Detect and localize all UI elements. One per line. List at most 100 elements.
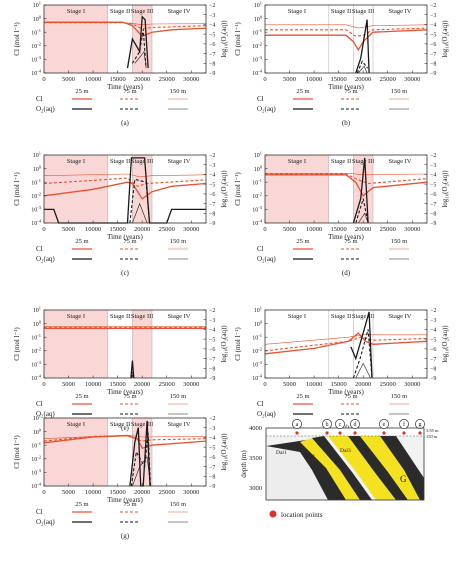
ytick-right-label-g--6: −6 xyxy=(209,455,215,461)
xtick-label-e-25000: 25000 xyxy=(159,381,175,388)
ytick-right-label-d--9: −9 xyxy=(430,221,436,227)
ytick-left-label-b--3: 10-3 xyxy=(252,55,262,64)
stage-band-e-3 xyxy=(132,310,152,378)
legend-o2-label-e: O₂(aq) xyxy=(36,410,55,418)
series-o2-25m-e xyxy=(130,360,135,379)
ylabel-left-f: Cl (mol l⁻¹) xyxy=(234,327,242,361)
site-circle-e xyxy=(379,419,389,429)
xlabel-a: Time (years) xyxy=(107,83,143,91)
stage-label-e-3: Stage III xyxy=(131,313,154,320)
ytick-right-label-f--4: −4 xyxy=(430,328,436,334)
ytick-right-label-e--5: −5 xyxy=(209,337,215,343)
ytick-right-label-a--5: −5 xyxy=(209,32,215,38)
legend-depth-f-1: 75 m xyxy=(344,393,357,400)
legend-depth-c-1: 75 m xyxy=(123,238,136,245)
site-marker-g: g xyxy=(415,419,425,435)
ytick-left-label-d-1: 101 xyxy=(254,151,262,160)
ytick-right-label-g--4: −4 xyxy=(209,436,215,442)
ytick-right-label-e--2: −2 xyxy=(209,308,215,314)
xtick-label-d-20000: 20000 xyxy=(355,226,371,233)
xtick-label-b-25000: 25000 xyxy=(380,76,396,83)
xtick-label-c-5000: 5000 xyxy=(62,226,75,233)
xlabel-f: Time (years) xyxy=(328,388,364,396)
legend-depth-g-2: 150 m xyxy=(170,501,186,508)
xtick-label-a-30000: 30000 xyxy=(183,76,199,83)
stage-label-d-1: Stage I xyxy=(288,158,306,165)
ytick-right-label-b--3: −3 xyxy=(430,13,436,19)
stage-label-d-4: Stage IV xyxy=(389,158,412,165)
ytick-left-label-b-1: 101 xyxy=(254,1,262,10)
site-marker-c: c xyxy=(335,419,345,435)
series-o2-75m-c xyxy=(129,178,151,224)
xtick-label-e-10000: 10000 xyxy=(85,381,101,388)
stage-label-e-1: Stage I xyxy=(67,313,85,320)
stage-label-f-4: Stage IV xyxy=(389,313,412,320)
xtick-label-a-5000: 5000 xyxy=(62,76,75,83)
xtick-label-g-0: 0 xyxy=(42,489,45,496)
series-cl-150m-b xyxy=(265,24,428,29)
site-label-g: g xyxy=(419,422,422,428)
right-label-bottom: 150 m xyxy=(426,434,438,439)
ylabel-right-d: log₁₀(O₂(aq)) xyxy=(441,170,449,208)
ytick-right-label-b--9: −9 xyxy=(430,71,436,77)
ytick-right-label-e--6: −6 xyxy=(209,347,215,353)
plot-frame-d xyxy=(264,154,428,224)
series-group-c xyxy=(43,157,207,224)
site-label-a: a xyxy=(296,422,299,428)
ytick-left-label-c--4: 10-4 xyxy=(31,219,41,228)
ylabel-right-f: log₁₀(O₂(aq)) xyxy=(441,325,449,363)
series-o2-150m-f xyxy=(355,362,371,379)
cs-ytick-3500: 3500 xyxy=(249,455,262,462)
ytick-right-label-g--7: −7 xyxy=(209,465,215,471)
ytick-left-label-f-1: 101 xyxy=(254,306,262,315)
series-cl-150m-f xyxy=(264,334,427,345)
ylabel-left-a: Cl (mol l⁻¹) xyxy=(13,22,21,56)
series-cl-25m-b xyxy=(265,29,428,52)
legend-o2-label-f: O₂(aq) xyxy=(257,410,276,418)
ylabel-right-g: log₁₀(O₂(aq)) xyxy=(220,433,228,471)
ytick-left-label-g-0: 100 xyxy=(33,427,42,436)
stage-label-g-4: Stage IV xyxy=(168,421,191,428)
panel-b: Stage I Stage II Stage III Stage IV 0 5000 100… xyxy=(234,1,449,127)
legend-d: Cl O₂(aq) 25 m 75 m 150 m xyxy=(257,238,409,263)
xtick-label-g-10000: 10000 xyxy=(85,489,101,496)
ytick-right-label-f--7: −7 xyxy=(430,357,436,363)
stage-label-b-4: Stage IV xyxy=(389,8,412,15)
xtick-label-g-15000: 15000 xyxy=(110,489,126,496)
stage-label-c-1: Stage I xyxy=(67,158,85,165)
ytick-right-label-g--3: −3 xyxy=(209,426,215,432)
site-circle-c xyxy=(335,419,345,429)
xtick-label-c-10000: 10000 xyxy=(85,226,101,233)
site-label-e: e xyxy=(383,422,386,428)
ytick-left-label-f-0: 100 xyxy=(254,319,263,328)
right-label-top: 3.85 m xyxy=(426,428,439,433)
legend-depth-g-0: 25 m xyxy=(75,501,88,508)
ytick-left-label-g-1: 101 xyxy=(33,414,41,423)
stage-label-c-4: Stage IV xyxy=(168,158,191,165)
legend-depth-b-2: 150 m xyxy=(391,88,407,95)
series-o2-75m-g xyxy=(130,432,152,487)
series-o2-75m-e xyxy=(130,372,135,379)
legend-b: Cl O₂(aq) 25 m 75 m 150 m xyxy=(257,88,409,113)
site-point-e xyxy=(382,431,386,435)
ylabel-left-e: Cl (mol l⁻¹) xyxy=(13,327,21,361)
series-group-f xyxy=(264,311,428,379)
panel-f: Stage I Stage II Stage III Stage IV 0 5000 100… xyxy=(234,306,449,432)
stage-label-f-2: Stage II xyxy=(331,313,351,320)
panel-caption-a: (a) xyxy=(121,119,129,127)
xtick-label-f-15000: 15000 xyxy=(331,381,347,388)
stage-label-a-2: Stage II xyxy=(110,8,130,15)
unit-label-dal1: Dal1 xyxy=(276,450,287,456)
plot-frame-f xyxy=(264,309,428,379)
legend-g: Cl O₂(aq) 25 m 75 m 150 m xyxy=(36,501,188,526)
ytick-right-label-c--6: −6 xyxy=(209,192,215,198)
ytick-left-label-g--2: 10-2 xyxy=(31,455,41,464)
stage-band-c-3 xyxy=(132,155,152,223)
series-cl-25m-g xyxy=(43,435,207,449)
stage-label-c-3: Stage III xyxy=(131,158,154,165)
legend-depth-e-2: 150 m xyxy=(170,393,186,400)
legend-o2-label-a: O₂(aq) xyxy=(36,105,55,113)
stage-band-c-1 xyxy=(44,155,108,223)
xlabel-e: Time (years) xyxy=(107,388,143,396)
series-cl-150m-a xyxy=(44,22,207,26)
